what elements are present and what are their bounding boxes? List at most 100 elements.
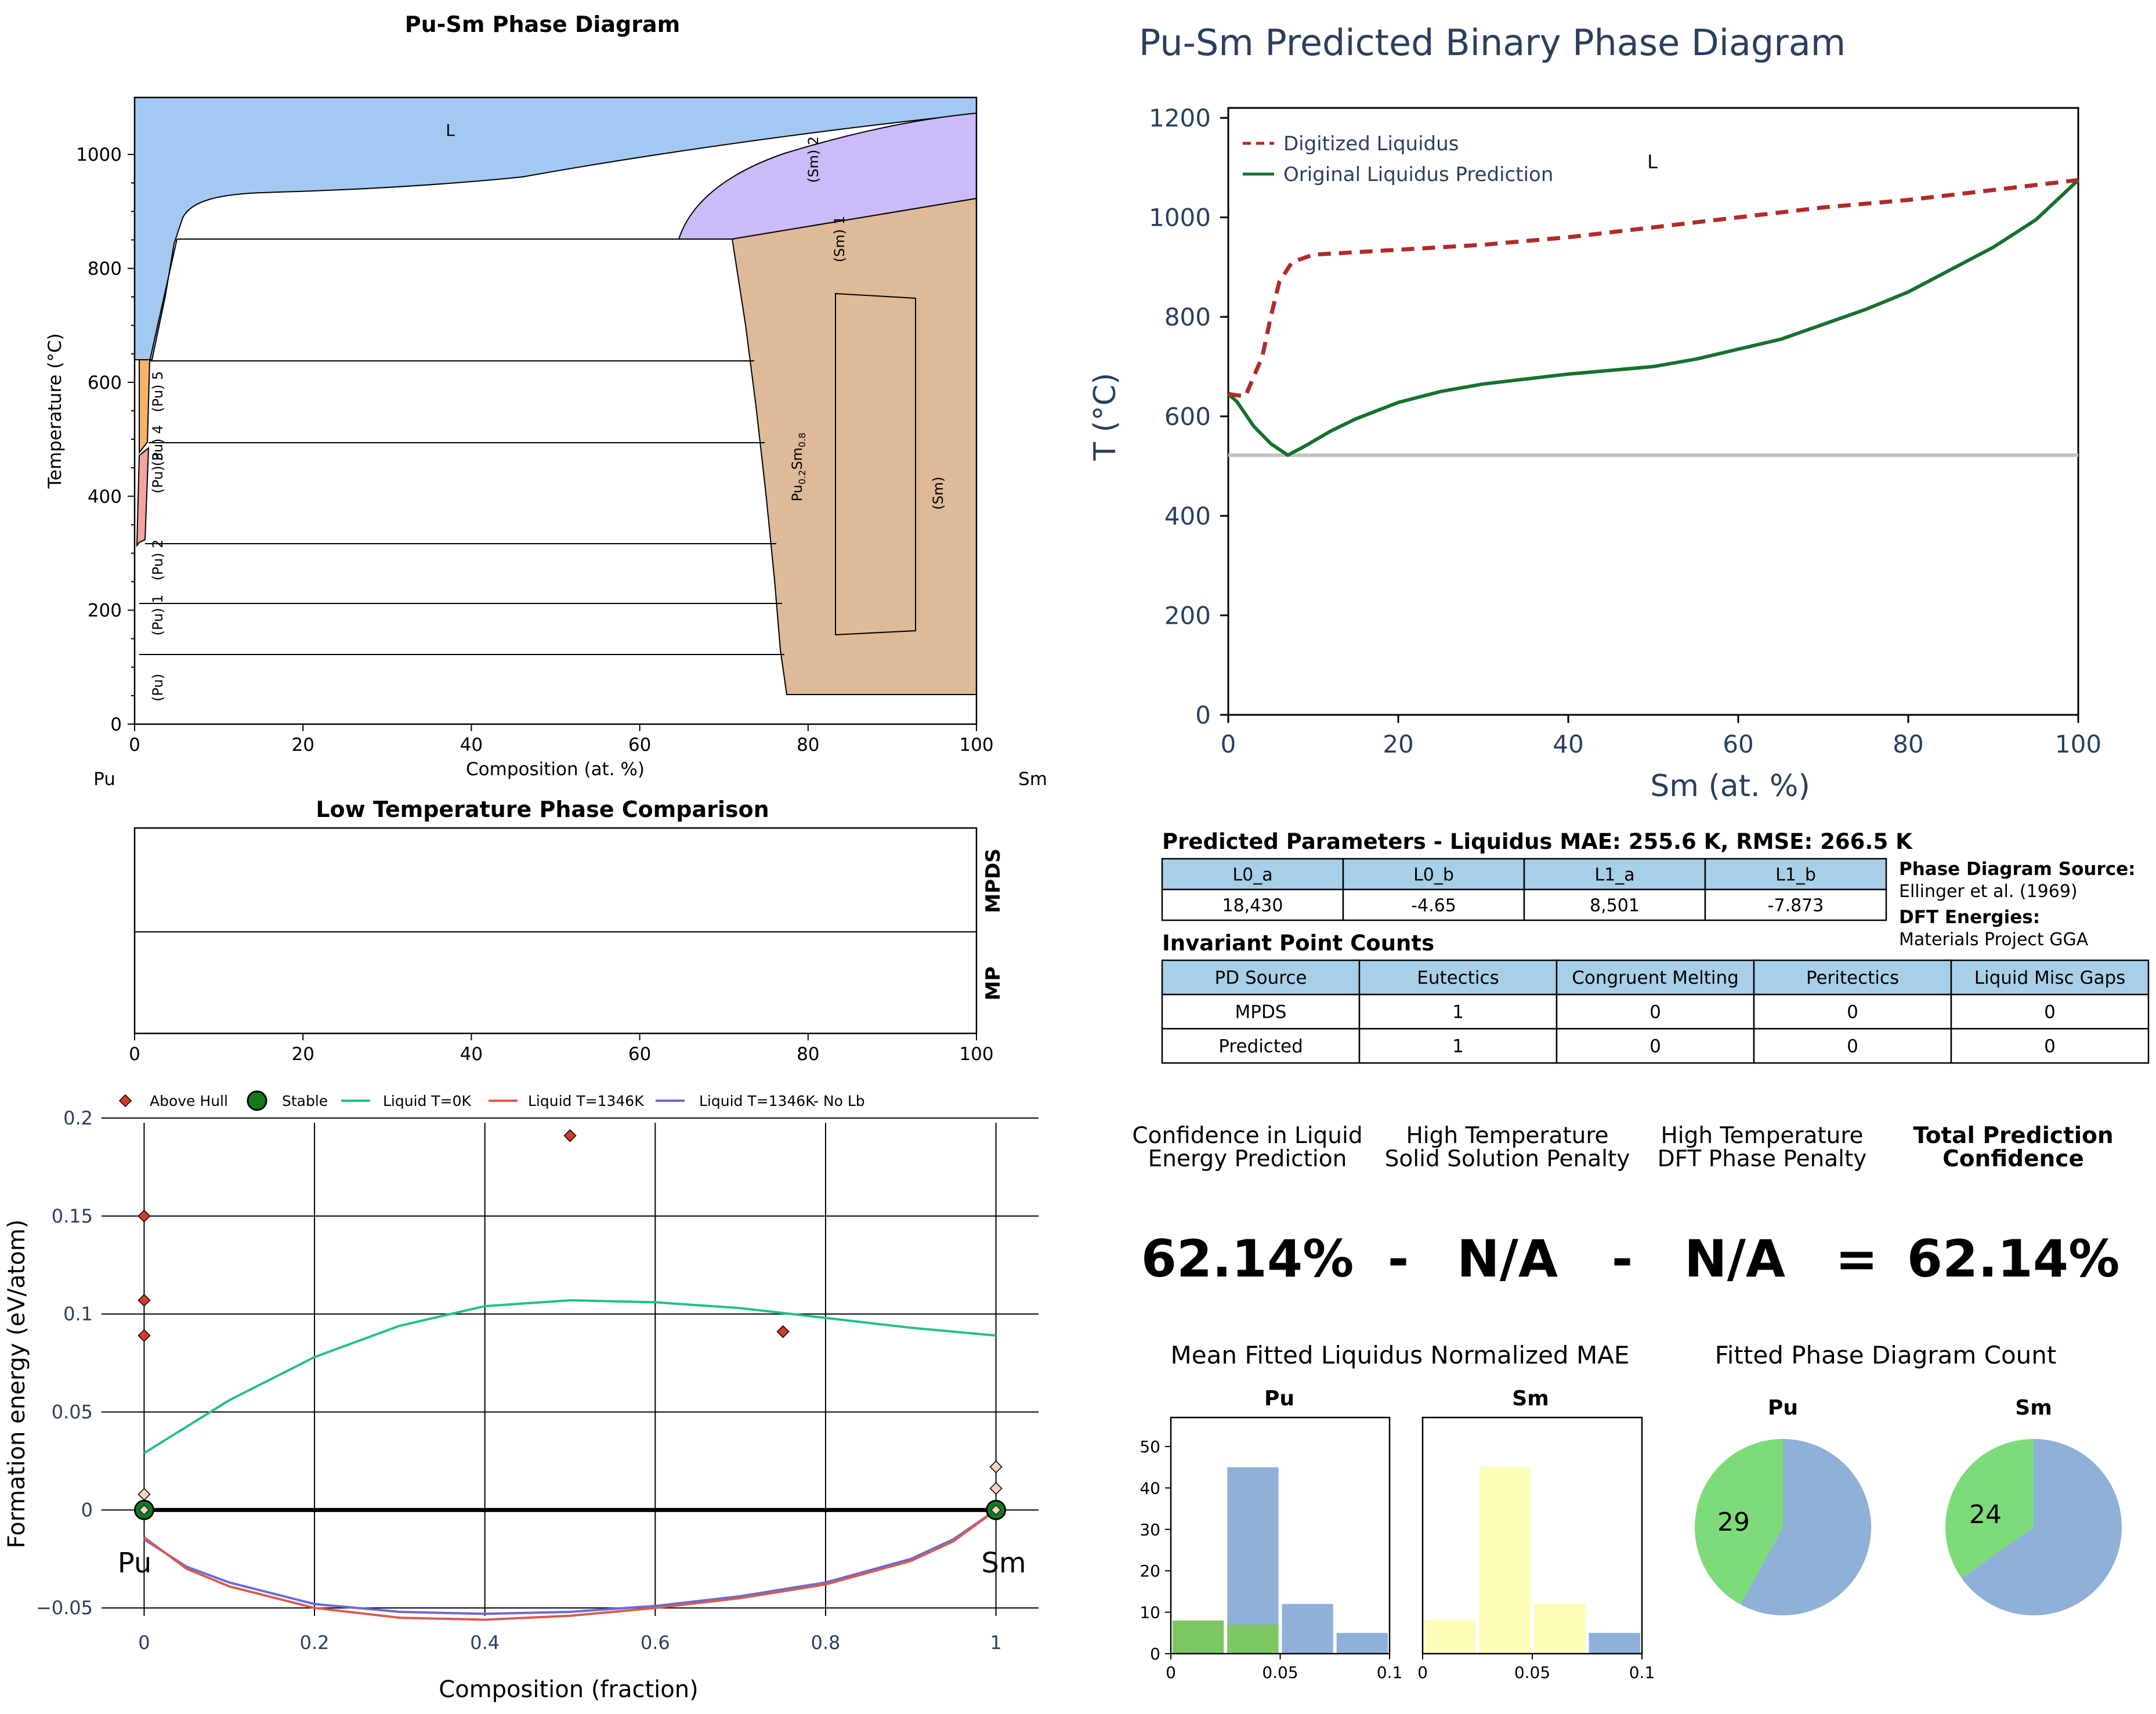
pie-pu bbox=[1695, 1439, 1872, 1616]
mae-panel: Mean Fitted Liquidus Normalized MAE Pu S… bbox=[1140, 1341, 1655, 1682]
table-header-text: L1_a bbox=[1594, 865, 1634, 885]
hull-y-tick-label: −0.05 bbox=[36, 1597, 93, 1619]
legend-liquid-nolb-label: Liquid T=1346K- No Lb bbox=[699, 1093, 865, 1109]
table-header-text: L0_b bbox=[1413, 865, 1454, 885]
confidence-h1-line1: Confidence in Liquid bbox=[1132, 1123, 1362, 1149]
legend-above-hull-marker bbox=[118, 1094, 132, 1108]
histogram-bar bbox=[1589, 1633, 1640, 1654]
source-label: Phase Diagram Source: bbox=[1899, 859, 2136, 880]
confidence-panel: Confidence in Liquid Energy Prediction H… bbox=[1132, 1123, 2119, 1289]
pred-y-tick-label: 0 bbox=[1195, 701, 1211, 729]
hull-y-tick-label: 0.15 bbox=[52, 1205, 93, 1227]
mae-right-title: Sm bbox=[1512, 1387, 1549, 1411]
hull-x-tick-label: 0.6 bbox=[641, 1632, 670, 1654]
hull-xlabel: Composition (fraction) bbox=[439, 1676, 698, 1703]
above-hull-point bbox=[563, 1129, 577, 1142]
confidence-h1-line2: Energy Prediction bbox=[1148, 1146, 1347, 1172]
table-cell-text: 1 bbox=[1452, 1002, 1464, 1023]
table-cell bbox=[1358, 993, 1558, 1030]
legend-digitized-label: Digitized Liquidus bbox=[1283, 132, 1459, 156]
sm1-label: (Sm) 1 bbox=[831, 216, 848, 262]
table-header-cell bbox=[1950, 959, 2150, 996]
table-cell-text: 0 bbox=[2044, 1002, 2056, 1023]
hull-y-tick-label: 0.2 bbox=[63, 1107, 93, 1129]
above-hull-point bbox=[989, 1482, 1003, 1495]
hull-x-tick-label: 0.8 bbox=[811, 1632, 841, 1654]
stable-inner-marker bbox=[139, 1505, 150, 1516]
pie-slice-blue bbox=[1741, 1439, 1872, 1616]
comparison-frame bbox=[133, 827, 978, 1035]
pdcount-title: Fitted Phase Diagram Count bbox=[1715, 1341, 2057, 1369]
y-tick-label: 400 bbox=[88, 486, 122, 507]
original-liquidus-line bbox=[1227, 179, 2080, 457]
hull-x-tick-label: 0 bbox=[138, 1632, 150, 1654]
table-cell-text: 18,430 bbox=[1222, 896, 1283, 916]
dft-value: Materials Project GGA bbox=[1899, 930, 2089, 950]
hull-ylabel: Formation energy (eV/atom) bbox=[3, 1220, 30, 1549]
confidence-value-total: 62.14% bbox=[1907, 1229, 2120, 1289]
table-cell bbox=[1704, 888, 1887, 921]
confidence-h2-line1: High Temperature bbox=[1406, 1123, 1608, 1149]
table-header-text: Eutectics bbox=[1417, 968, 1499, 989]
histogram-bar bbox=[1336, 1633, 1388, 1654]
predicted-legend: Digitized Liquidus Original Liquidus Pre… bbox=[1243, 132, 1553, 186]
pu3-label: (Pu) 3 bbox=[150, 453, 166, 494]
pie-sm bbox=[1945, 1439, 2122, 1615]
invariants-table: PD Source Eutectics Congruent Melting Perit… bbox=[1161, 959, 2150, 1064]
table-cell bbox=[1358, 1028, 1558, 1064]
above-hull-point bbox=[138, 1293, 151, 1307]
table-cell bbox=[1523, 888, 1706, 921]
stable-inner-marker bbox=[990, 1505, 1001, 1516]
predicted-ylabel: T (°C) bbox=[1088, 373, 1123, 461]
hull-right-element: Sm bbox=[981, 1547, 1026, 1579]
table-cell bbox=[1555, 1028, 1755, 1064]
legend-liquid-1346k-label: Liquid T=1346K bbox=[528, 1093, 644, 1109]
mae-title: Mean Fitted Liquidus Normalized MAE bbox=[1171, 1341, 1630, 1369]
pu-label: (Pu) bbox=[150, 674, 166, 701]
hist-y-tick-label: 0 bbox=[1150, 1644, 1160, 1664]
hist-x-tick-label: 0.05 bbox=[1262, 1663, 1298, 1682]
legend-liquid-0k-label: Liquid T=0K bbox=[383, 1093, 471, 1109]
parameters-panel: Predicted Parameters - Liquidus MAE: 255… bbox=[1161, 829, 2150, 1064]
confidence-operator-minus: - bbox=[1612, 1229, 1633, 1289]
hull-y-tick-label: 0 bbox=[81, 1499, 93, 1521]
liquid-region bbox=[134, 97, 977, 360]
table-header-text: L0_a bbox=[1232, 865, 1272, 885]
table-header-cell bbox=[1704, 858, 1887, 891]
predicted-panel: Pu-Sm Predicted Binary Phase Diagram 0 20… bbox=[1088, 21, 2101, 804]
comparison-row-mp: MP bbox=[982, 967, 1005, 1001]
left-element-label: Pu bbox=[93, 769, 115, 790]
phase-diagram-panel: Pu-Sm Phase Diagram 0 20 40 60 80 10002004006… bbox=[45, 12, 1047, 790]
pred-x-tick-label: 60 bbox=[1723, 730, 1753, 758]
legend-stable-marker bbox=[247, 1090, 267, 1111]
table-cell-text: 0 bbox=[2044, 1036, 2056, 1057]
histogram-frame bbox=[1421, 1416, 1643, 1655]
hull-left-element: Pu bbox=[118, 1547, 152, 1579]
table-header-text: PD Source bbox=[1215, 968, 1307, 989]
pred-x-tick-label: 80 bbox=[1893, 730, 1923, 758]
table-cell-text: 0 bbox=[1649, 1002, 1661, 1023]
histogram-bar bbox=[1173, 1620, 1224, 1654]
comparison-title: Low Temperature Phase Comparison bbox=[316, 797, 769, 822]
table-cell-text: 0 bbox=[1847, 1036, 1858, 1057]
histogram-frame bbox=[1170, 1416, 1391, 1655]
y-tick-label: 600 bbox=[88, 373, 122, 393]
pred-y-tick-label: 400 bbox=[1164, 502, 1211, 530]
pu5-region bbox=[139, 359, 151, 454]
phase-diagram-xlabel: Composition (at. %) bbox=[466, 759, 645, 780]
above-hull-point bbox=[989, 1460, 1003, 1474]
pie-left-title: Pu bbox=[1768, 1396, 1798, 1420]
pie-slice-blue bbox=[1961, 1439, 2122, 1615]
x-tick-label: 40 bbox=[460, 1044, 483, 1065]
invariants-title: Invariant Point Counts bbox=[1162, 931, 1434, 956]
table-cell-text: 8,501 bbox=[1590, 896, 1640, 916]
y-tick-label: 1000 bbox=[76, 144, 122, 165]
table-cell-text: 1 bbox=[1452, 1036, 1464, 1057]
histogram-bar bbox=[1227, 1467, 1279, 1654]
above-hull-point bbox=[776, 1325, 790, 1339]
x-tick-label: 80 bbox=[797, 1044, 819, 1065]
x-tick-label: 60 bbox=[628, 1044, 651, 1065]
